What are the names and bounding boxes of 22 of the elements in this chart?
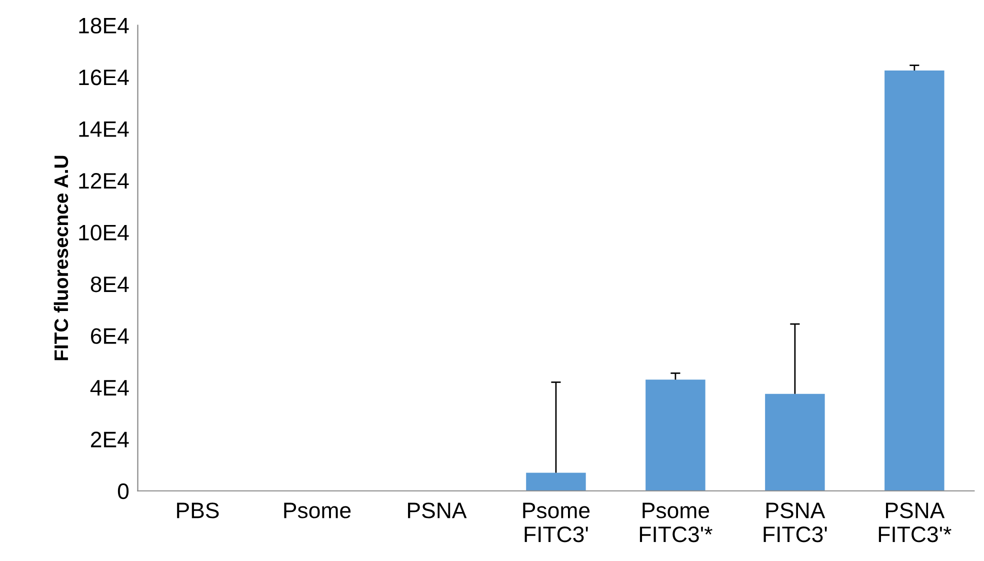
x-tick-label: PBS (177, 502, 219, 518)
y-tick-label: 4E4 (90, 380, 129, 396)
y-tick-label: 10E4 (79, 224, 129, 240)
x-tick-label: Psome FITC3'* (640, 502, 712, 542)
y-tick-label: 14E4 (79, 121, 129, 137)
y-axis-title: FITC fluoresecnce A.U (54, 156, 68, 360)
y-tick-label: 2E4 (91, 432, 129, 448)
x-tick-label: PSNA (408, 502, 467, 518)
bar (765, 394, 825, 491)
x-tick-label: Psome (284, 502, 351, 518)
y-tick-label: 6E4 (91, 328, 129, 344)
x-tick-label: PSNA FITC3' (764, 502, 827, 542)
bar (884, 70, 944, 491)
bar (646, 380, 706, 491)
bar (526, 472, 586, 491)
y-tick-label: 18E4 (79, 18, 129, 34)
y-tick-label: 12E4 (79, 172, 129, 189)
y-tick-label: 0 (118, 483, 129, 500)
y-tick-label: 8E4 (90, 276, 129, 292)
x-tick-label: PSNA FITC3'* (878, 502, 952, 542)
x-tick-label: Psome FITC3' (523, 502, 590, 542)
y-tick-label: 16E4 (79, 70, 129, 86)
